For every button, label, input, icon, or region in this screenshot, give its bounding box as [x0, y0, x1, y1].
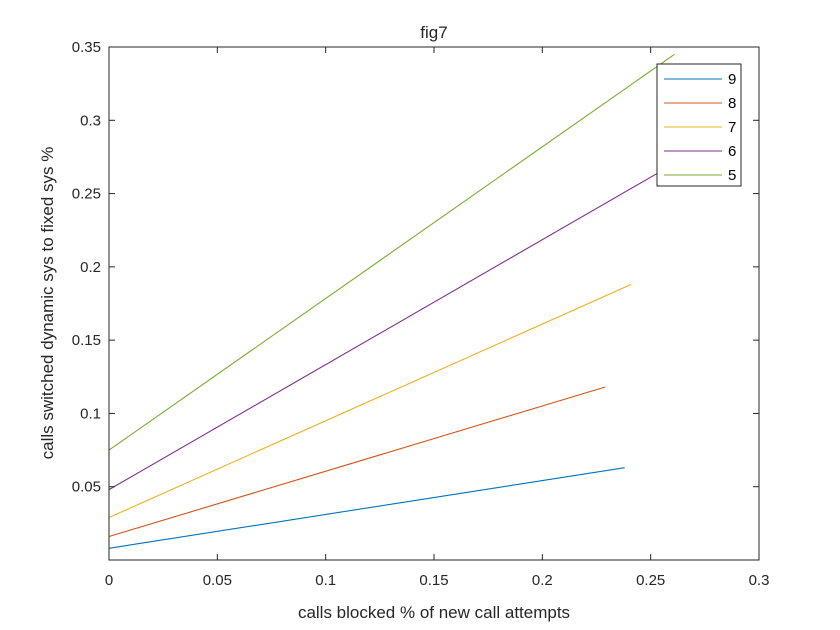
series-line-6	[108, 166, 669, 491]
y-axis-label: calls switched dynamic sys to fixed sys …	[38, 147, 57, 460]
y-tick-label: 0.25	[72, 186, 101, 203]
x-tick-label: 0.3	[749, 572, 770, 589]
series-layer	[108, 53, 675, 549]
x-tick-label: 0	[105, 572, 113, 589]
ticks-layer: 0 0.05 0.1 0.15 0.2 0.25 0.3 0.05 0.1 0.15 0.2 0.25…	[72, 39, 770, 589]
legend-label-8: 8	[728, 95, 736, 112]
series-line-5	[108, 53, 675, 451]
x-tick-label: 0.05	[203, 572, 232, 589]
y-tick-label: 0.3	[80, 112, 101, 129]
y-tick-label: 0.15	[72, 332, 101, 349]
legend-items: 9 8 7 6 5	[664, 71, 736, 184]
legend-label-6: 6	[728, 143, 736, 160]
legend-label-5: 5	[728, 167, 736, 184]
x-tick-label: 0.15	[419, 572, 448, 589]
y-tick-label: 0.35	[72, 39, 101, 56]
y-tick-label: 0.1	[80, 405, 101, 422]
legend-box	[656, 63, 742, 187]
plot-area	[109, 47, 759, 560]
legend-label-7: 7	[728, 119, 736, 136]
series-line-8	[108, 386, 606, 538]
x-tick-label: 0.25	[636, 572, 665, 589]
x-tick-label: 0.1	[315, 572, 336, 589]
y-tick-label: 0.2	[80, 259, 101, 276]
series-line-9	[108, 467, 625, 549]
series-line-7	[108, 283, 632, 519]
legend: 9 8 7 6 5	[656, 63, 742, 187]
legend-label-9: 9	[728, 71, 736, 88]
chart-title: fig7	[420, 23, 447, 42]
y-tick-label: 0.05	[72, 479, 101, 496]
x-axis-label: calls blocked % of new call attempts	[298, 603, 570, 622]
x-tick-label: 0.2	[532, 572, 553, 589]
